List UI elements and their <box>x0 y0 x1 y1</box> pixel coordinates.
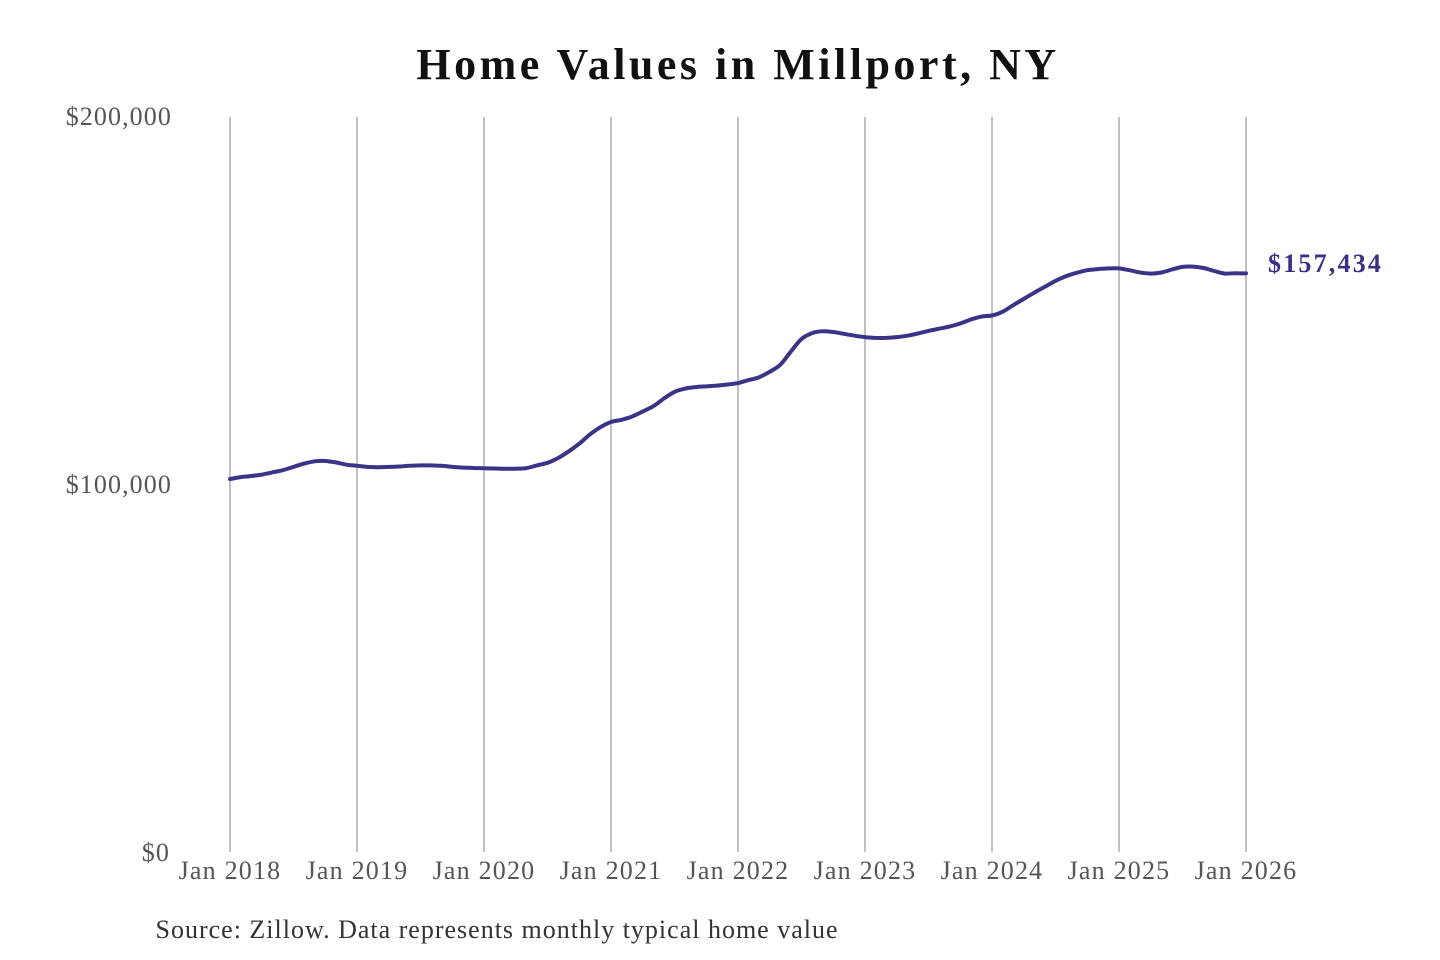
svg-text:$200,000: $200,000 <box>66 102 172 131</box>
svg-text:Jan 2026: Jan 2026 <box>1195 856 1298 885</box>
svg-text:Jan 2025: Jan 2025 <box>1068 856 1171 885</box>
svg-text:Source: Zillow. Data represent: Source: Zillow. Data represents monthly … <box>156 915 839 944</box>
svg-text:Jan 2020: Jan 2020 <box>433 856 536 885</box>
svg-text:Jan 2022: Jan 2022 <box>687 856 790 885</box>
svg-text:$157,434: $157,434 <box>1268 249 1383 278</box>
svg-text:$100,000: $100,000 <box>66 470 172 499</box>
svg-text:Jan 2021: Jan 2021 <box>560 856 663 885</box>
svg-text:$0: $0 <box>142 838 170 867</box>
svg-text:Jan 2018: Jan 2018 <box>179 856 282 885</box>
svg-text:Jan 2019: Jan 2019 <box>306 856 409 885</box>
svg-text:Jan 2024: Jan 2024 <box>941 856 1044 885</box>
svg-text:Home Values in Millport, NY: Home Values in Millport, NY <box>416 40 1059 89</box>
svg-text:Jan 2023: Jan 2023 <box>814 856 917 885</box>
